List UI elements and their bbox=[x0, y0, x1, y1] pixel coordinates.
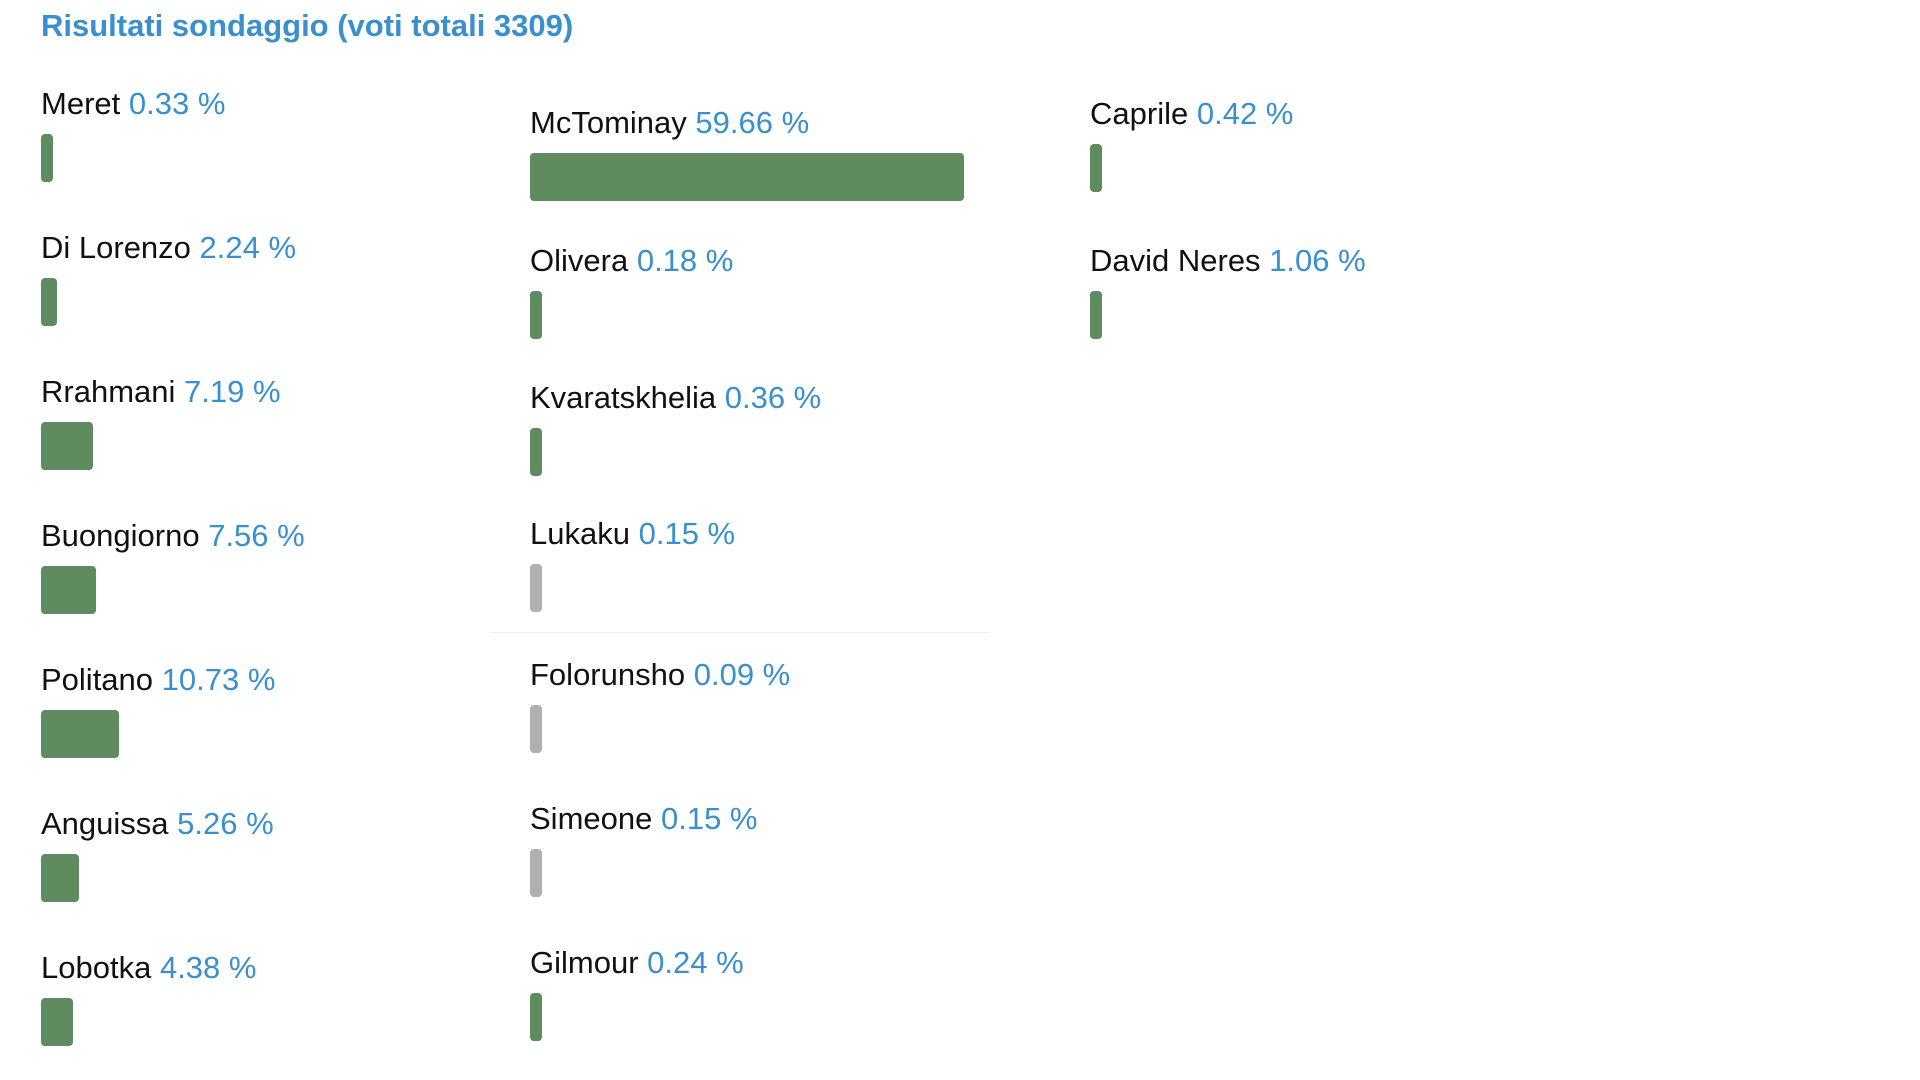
poll-item-politano: Politano 10.73 % bbox=[41, 662, 275, 758]
result-bar bbox=[1090, 291, 1102, 339]
result-bar bbox=[530, 291, 542, 339]
player-percentage: 10.73 % bbox=[161, 662, 276, 697]
result-bar bbox=[530, 705, 542, 753]
player-name: Politano bbox=[41, 662, 154, 697]
result-bar bbox=[530, 153, 964, 201]
poll-title: Risultati sondaggio (voti totali 3309) bbox=[41, 8, 574, 43]
result-bar bbox=[41, 854, 79, 902]
poll-item-di-lorenzo: Di Lorenzo 2.24 % bbox=[41, 230, 296, 326]
player-percentage: 7.56 % bbox=[208, 518, 305, 553]
poll-item-olivera: Olivera 0.18 % bbox=[530, 243, 733, 339]
divider bbox=[490, 632, 990, 633]
result-bar bbox=[41, 278, 57, 326]
player-percentage: 0.42 % bbox=[1196, 96, 1294, 131]
player-name: Kvaratskhelia bbox=[530, 380, 717, 415]
player-name: Buongiorno bbox=[41, 518, 200, 553]
player-name: Di Lorenzo bbox=[41, 230, 191, 265]
player-percentage: 4.38 % bbox=[159, 950, 257, 985]
result-bar bbox=[41, 998, 73, 1046]
player-name: David Neres bbox=[1090, 243, 1261, 278]
poll-item-buongiorno: Buongiorno 7.56 % bbox=[41, 518, 305, 614]
poll-item-david-neres: David Neres 1.06 % bbox=[1090, 243, 1366, 339]
result-bar bbox=[41, 422, 93, 470]
result-bar bbox=[530, 564, 542, 612]
poll-item-caprile: Caprile 0.42 % bbox=[1090, 96, 1293, 192]
result-bar bbox=[41, 134, 53, 182]
poll-item-folorunsho: Folorunsho 0.09 % bbox=[530, 657, 790, 753]
poll-item-gilmour: Gilmour 0.24 % bbox=[530, 945, 744, 1041]
player-name: Caprile bbox=[1090, 96, 1189, 131]
player-percentage: 1.06 % bbox=[1269, 243, 1366, 278]
player-percentage: 0.15 % bbox=[660, 801, 758, 836]
player-name: Folorunsho bbox=[530, 657, 686, 692]
player-name: McTominay bbox=[530, 105, 687, 140]
player-name: Meret bbox=[41, 86, 121, 121]
player-percentage: 0.36 % bbox=[724, 380, 822, 415]
player-percentage: 0.18 % bbox=[636, 243, 734, 278]
poll-item-meret: Meret 0.33 % bbox=[41, 86, 225, 182]
poll-item-mctominay: McTominay 59.66 % bbox=[530, 105, 964, 201]
result-bar bbox=[530, 993, 542, 1041]
result-bar bbox=[1090, 144, 1102, 192]
player-percentage: 7.19 % bbox=[184, 374, 281, 409]
player-name: Simeone bbox=[530, 801, 653, 836]
player-name: Anguissa bbox=[41, 806, 169, 841]
player-name: Rrahmani bbox=[41, 374, 176, 409]
player-name: Olivera bbox=[530, 243, 629, 278]
player-percentage: 2.24 % bbox=[199, 230, 297, 265]
player-name: Lobotka bbox=[41, 950, 152, 985]
result-bar bbox=[530, 849, 542, 897]
poll-item-lobotka: Lobotka 4.38 % bbox=[41, 950, 256, 1046]
player-percentage: 0.33 % bbox=[128, 86, 226, 121]
poll-item-lukaku: Lukaku 0.15 % bbox=[530, 516, 735, 612]
player-percentage: 0.09 % bbox=[693, 657, 791, 692]
player-percentage: 0.24 % bbox=[647, 945, 744, 980]
result-bar bbox=[41, 710, 119, 758]
player-name: Lukaku bbox=[530, 516, 630, 551]
poll-item-anguissa: Anguissa 5.26 % bbox=[41, 806, 274, 902]
poll-item-rrahmani: Rrahmani 7.19 % bbox=[41, 374, 281, 470]
poll-item-kvaratskhelia: Kvaratskhelia 0.36 % bbox=[530, 380, 821, 476]
player-name: Gilmour bbox=[530, 945, 639, 980]
player-percentage: 0.15 % bbox=[638, 516, 736, 551]
result-bar bbox=[530, 428, 542, 476]
player-percentage: 59.66 % bbox=[695, 105, 810, 140]
player-percentage: 5.26 % bbox=[177, 806, 274, 841]
poll-item-simeone: Simeone 0.15 % bbox=[530, 801, 758, 897]
result-bar bbox=[41, 566, 96, 614]
